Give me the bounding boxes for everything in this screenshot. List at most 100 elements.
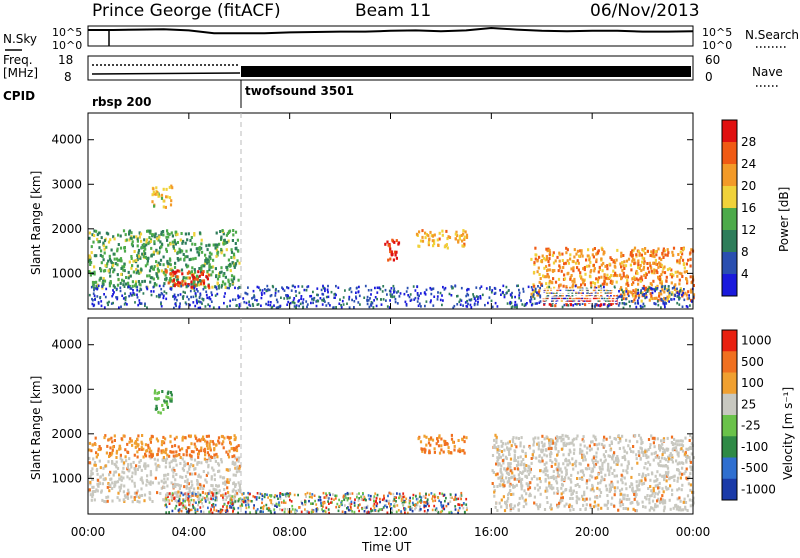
data-cell — [147, 242, 149, 245]
data-cell — [650, 434, 652, 437]
data-cell — [586, 451, 588, 454]
data-cell — [546, 454, 548, 457]
data-cell — [367, 296, 369, 299]
data-cell — [215, 255, 217, 258]
data-cell — [348, 296, 350, 299]
data-cell — [502, 459, 504, 462]
data-cell — [100, 269, 102, 272]
data-cell — [233, 454, 235, 457]
colorbar-tick-label: 16 — [741, 201, 756, 215]
data-cell — [321, 508, 323, 511]
data-cell — [550, 484, 552, 487]
data-cell — [667, 437, 669, 440]
data-cell — [414, 504, 416, 507]
data-cell — [206, 495, 208, 498]
data-cell — [222, 229, 224, 232]
data-cell — [671, 293, 673, 296]
data-cell — [134, 301, 136, 304]
data-cell — [232, 280, 234, 283]
data-cell — [661, 298, 663, 301]
data-cell — [585, 467, 587, 470]
data-cell — [336, 495, 338, 498]
data-cell — [644, 252, 646, 255]
data-cell — [225, 499, 227, 502]
data-cell — [460, 498, 462, 501]
data-cell — [652, 492, 654, 495]
data-cell — [291, 289, 293, 292]
data-cell — [197, 290, 199, 293]
data-cell — [194, 472, 196, 475]
data-cell — [538, 442, 540, 445]
data-cell — [156, 275, 158, 278]
data-cell — [564, 505, 566, 508]
data-cell — [398, 241, 400, 244]
data-cell — [208, 268, 210, 271]
data-cell — [680, 289, 682, 292]
data-cell — [622, 503, 624, 506]
data-cell — [120, 306, 122, 309]
data-cell — [226, 305, 228, 308]
data-cell — [363, 297, 365, 300]
data-cell — [103, 293, 105, 296]
data-cell — [665, 297, 667, 300]
data-cell — [429, 231, 431, 234]
data-cell — [157, 252, 159, 255]
data-cell — [442, 505, 444, 508]
data-cell — [583, 493, 585, 496]
data-cell — [576, 501, 578, 504]
data-cell — [569, 451, 571, 454]
data-cell — [501, 445, 503, 448]
data-cell — [201, 239, 203, 242]
data-cell — [275, 292, 277, 295]
data-cell — [235, 436, 237, 439]
data-cell — [245, 511, 247, 514]
data-cell — [635, 490, 637, 493]
data-cell — [165, 195, 167, 198]
data-cell — [185, 264, 187, 267]
data-cell — [520, 299, 522, 302]
data-cell — [89, 475, 91, 478]
data-cell — [510, 493, 512, 496]
data-cell — [642, 473, 644, 476]
data-cell — [625, 264, 627, 267]
data-cell — [409, 497, 411, 500]
data-cell — [133, 271, 135, 274]
data-cell — [514, 467, 516, 470]
data-cell — [680, 447, 682, 450]
data-cell — [200, 494, 202, 497]
data-cell — [672, 443, 674, 446]
data-cell — [146, 263, 148, 266]
data-cell — [609, 263, 611, 266]
data-cell — [165, 248, 167, 251]
data-cell — [658, 491, 660, 494]
data-cell — [149, 281, 151, 284]
data-cell — [199, 301, 201, 304]
data-cell — [472, 293, 474, 296]
data-cell — [178, 509, 180, 512]
data-cell — [361, 498, 363, 501]
data-cell — [238, 457, 240, 460]
data-cell — [211, 475, 213, 478]
cpid-segment-2: twofsound 3501 — [245, 84, 354, 98]
data-cell — [123, 229, 125, 232]
data-cell — [628, 498, 630, 501]
data-cell — [206, 444, 208, 447]
data-cell — [140, 487, 142, 490]
data-cell — [623, 272, 625, 275]
data-cell — [540, 493, 542, 496]
data-cell — [509, 485, 511, 488]
data-cell — [631, 291, 633, 294]
data-cell — [209, 305, 211, 308]
data-cell — [539, 273, 541, 276]
data-cell — [616, 249, 618, 252]
data-cell — [161, 404, 163, 407]
data-cell — [545, 478, 547, 481]
data-cell — [320, 499, 322, 502]
data-cell — [673, 507, 675, 510]
data-cell — [439, 492, 441, 495]
data-cell — [270, 495, 272, 498]
data-cell — [96, 295, 98, 298]
data-cell — [100, 447, 102, 450]
data-cell — [417, 245, 419, 248]
data-cell — [475, 299, 477, 302]
